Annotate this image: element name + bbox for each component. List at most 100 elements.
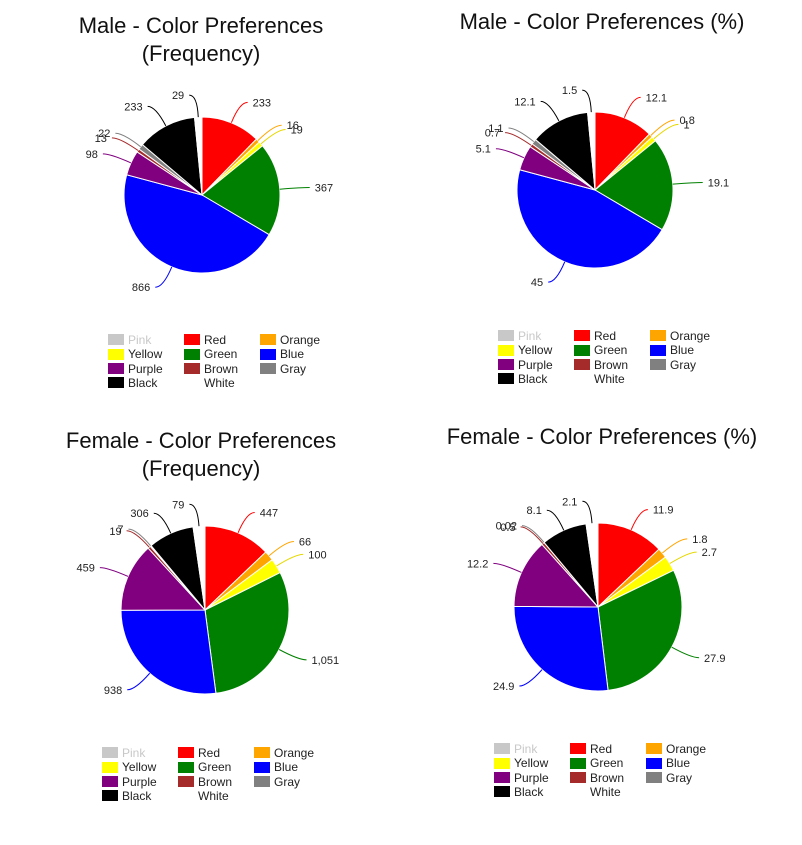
chart-title: Male - Color Preferences (Frequency)	[0, 12, 402, 68]
chart-title-line: Female - Color Preferences (%)	[446, 424, 758, 449]
legend-label: Purple	[122, 774, 157, 789]
legend-label: Red	[590, 741, 613, 756]
legend-swatch-yellow	[108, 348, 124, 360]
leader-line-green	[279, 187, 310, 190]
legend-item-white: White	[184, 375, 235, 390]
slice-label-green: 27.9	[704, 653, 725, 665]
legend-item-black: Black	[498, 371, 547, 386]
legend-label: Red	[198, 745, 221, 760]
legend-label: Pink	[518, 328, 542, 343]
legend-label: Yellow	[518, 343, 553, 358]
slice-label-blue: 45	[531, 277, 543, 289]
pie-slice-green	[204, 571, 290, 694]
slice-label-brown: 19	[109, 526, 121, 538]
leader-line-orange	[268, 541, 294, 557]
legend-item-brown: Brown	[184, 361, 238, 375]
legend-swatch-gray	[260, 362, 276, 374]
legend-label: Brown	[594, 357, 629, 372]
leader-line-purple	[493, 562, 522, 573]
legend-label: Pink	[122, 745, 146, 760]
leader-line-purple	[102, 153, 132, 164]
leader-line-green	[278, 649, 307, 661]
leader-line-black	[153, 512, 172, 534]
legend-swatch-pink	[494, 743, 510, 755]
leader-line-yellow	[276, 553, 304, 567]
legend-item-green: Green	[178, 759, 231, 774]
slice-label-gray: 0.02	[496, 521, 517, 533]
legend-item-purple: Purple	[494, 770, 549, 784]
legend-item-white: White	[178, 788, 229, 803]
legend-swatch-yellow	[494, 757, 510, 769]
legend-swatch-orange	[260, 334, 276, 346]
legend-label: Purple	[518, 357, 553, 372]
chart-title-line: (Frequency)	[141, 456, 261, 481]
legend-item-gray: Gray	[260, 361, 306, 375]
legend-swatch-pink	[102, 747, 118, 759]
legend-swatch-blue	[650, 344, 666, 356]
chart-title: Female - Color Preferences (Frequency)	[0, 427, 402, 483]
slice-label-gray: 7	[117, 524, 123, 536]
legend-item-brown: Brown	[570, 770, 624, 784]
legend-swatch-gray	[650, 358, 666, 370]
slice-label-yellow: 100	[308, 549, 326, 561]
slice-label-black: 306	[130, 508, 148, 520]
pie-slice-blue	[123, 174, 270, 274]
leader-line-purple	[99, 567, 129, 577]
slice-label-red: 233	[253, 97, 271, 109]
legend-item-gray: Gray	[254, 774, 300, 788]
leader-line-red	[623, 96, 641, 118]
chart-title: Female - Color Preferences (%)	[402, 423, 802, 451]
legend-swatch-yellow	[498, 344, 514, 356]
leader-line-green	[672, 182, 703, 185]
legend-label: Black	[128, 375, 158, 390]
pie-slice-green	[201, 145, 281, 236]
leader-line-yellow	[260, 129, 286, 145]
leader-line-yellow	[669, 551, 697, 564]
legend-swatch-orange	[650, 330, 666, 342]
legend-label: Purple	[514, 770, 549, 785]
slice-label-gray: 22	[98, 128, 110, 140]
pie-slice-white	[192, 525, 206, 611]
legend-item-purple: Purple	[102, 774, 157, 788]
legend-label: Red	[204, 332, 227, 347]
slice-label-purple: 459	[77, 563, 95, 575]
legend-swatch-green	[178, 761, 194, 773]
legend-swatch-green	[184, 348, 200, 360]
leader-line-blue	[155, 266, 173, 288]
chart-title-line: Female - Color Preferences	[65, 428, 337, 453]
slice-label-purple: 12.2	[467, 558, 488, 570]
leader-line-white	[582, 89, 592, 113]
legend-item-gray: Gray	[650, 357, 696, 371]
legend-label: White	[204, 375, 235, 390]
slice-label-white: 79	[172, 499, 184, 511]
legend-label: Yellow	[128, 347, 163, 362]
leader-line-brown	[126, 530, 150, 548]
legend-label: Brown	[204, 361, 239, 376]
legend-label: Blue	[280, 347, 305, 362]
leader-line-brown	[505, 132, 532, 146]
legend-item-orange: Orange	[260, 332, 320, 347]
legend-swatch-purple	[498, 358, 514, 370]
legend-swatch-blue	[646, 757, 662, 769]
pie-slice-blue	[516, 169, 663, 269]
leader-line-gray	[508, 127, 535, 143]
legend-label: Gray	[274, 774, 301, 789]
slice-label-white: 29	[172, 90, 184, 102]
slice-label-white: 1.5	[562, 85, 577, 97]
legend-swatch-black	[108, 377, 124, 389]
slice-label-black: 8.1	[527, 505, 542, 517]
legend-label: Purple	[128, 361, 163, 376]
legend-item-white: White	[570, 784, 621, 799]
leader-line-orange	[257, 124, 282, 141]
pie-slice-green	[594, 139, 674, 231]
legend-swatch-purple	[494, 771, 510, 783]
pie-slice-white	[587, 111, 596, 191]
legend-item-brown: Brown	[574, 357, 628, 371]
pie-slice-green	[597, 569, 683, 691]
legend-swatch-yellow	[102, 761, 118, 773]
legend-item-red: Red	[184, 332, 227, 347]
legend-item-orange: Orange	[646, 741, 706, 756]
legend-item-white: White	[574, 371, 625, 386]
legend-swatch-black	[102, 790, 118, 802]
